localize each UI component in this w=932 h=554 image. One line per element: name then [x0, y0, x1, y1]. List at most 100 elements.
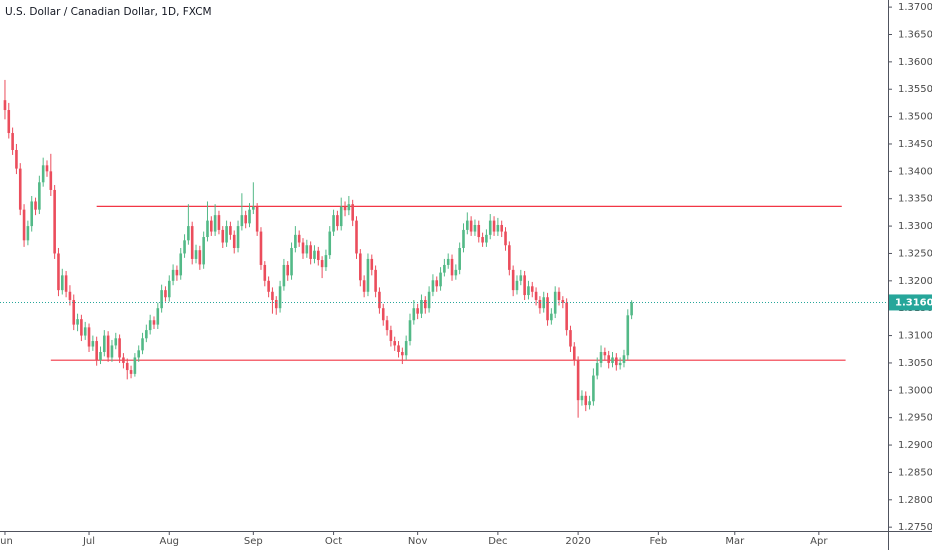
candle-body	[615, 357, 618, 366]
candle-body	[26, 226, 30, 241]
candle-body	[152, 320, 156, 325]
y-tick-label: 1.30500	[898, 358, 932, 369]
candle-body	[34, 201, 37, 210]
candle-body	[316, 250, 320, 261]
y-tick-label: 1.34500	[898, 139, 932, 150]
candle-body	[523, 275, 526, 296]
candle-body	[339, 206, 343, 227]
y-tick-label: 1.27500	[898, 522, 932, 533]
candle-body	[87, 327, 91, 347]
candle-body	[450, 258, 454, 276]
x-tick-label: Jul	[82, 536, 95, 547]
candle-body	[141, 338, 144, 351]
candle-body	[588, 401, 591, 406]
y-tick-label: 1.33500	[898, 194, 932, 205]
candle-body	[167, 280, 171, 298]
candle-body	[458, 247, 461, 270]
candle-body	[466, 220, 469, 230]
candle-body	[439, 272, 442, 287]
candle-body	[508, 245, 511, 270]
candle-body	[95, 341, 98, 361]
candle-body	[378, 291, 381, 309]
candle-body	[630, 302, 633, 316]
candle-body	[313, 250, 316, 259]
candle-body	[366, 258, 370, 292]
candle-body	[68, 291, 72, 300]
candle-body	[3, 100, 7, 111]
candle-body	[435, 280, 439, 287]
candle-body	[408, 320, 412, 342]
candle-body	[580, 395, 584, 401]
candle-body	[114, 338, 118, 346]
y-tick-label: 1.35500	[898, 84, 932, 95]
candle-body	[290, 247, 293, 276]
candle-body	[190, 226, 194, 259]
x-tick-label: Jun	[0, 536, 13, 547]
y-tick-label: 1.32500	[898, 248, 932, 259]
candle-body	[38, 182, 41, 210]
x-tick-label: Feb	[649, 536, 667, 547]
candle-body	[274, 299, 278, 309]
candle-body	[259, 231, 263, 265]
candle-body	[454, 269, 458, 276]
candle-body	[611, 357, 614, 363]
candle-body	[213, 215, 217, 232]
x-tick-label: Sep	[244, 536, 263, 547]
candle-body	[389, 330, 393, 342]
candle-body	[496, 224, 500, 232]
candle-body	[603, 351, 607, 356]
candle-body	[11, 133, 14, 150]
candle-body	[206, 220, 209, 238]
y-tick-label: 1.28500	[898, 467, 932, 478]
candle-body	[129, 370, 133, 374]
candle-body	[324, 255, 328, 268]
candle-body	[374, 269, 377, 292]
y-tick-label: 1.37000	[898, 2, 932, 13]
candle-body	[202, 237, 205, 265]
candle-body	[462, 229, 465, 248]
candle-body	[538, 299, 542, 309]
candle-body	[64, 275, 68, 292]
candle-body	[267, 280, 270, 292]
candle-body	[431, 280, 435, 292]
candle-body	[561, 299, 565, 303]
candle-body	[236, 226, 240, 248]
candle-body	[252, 206, 255, 210]
candle-body	[53, 189, 56, 254]
candle-body	[278, 286, 282, 309]
candle-body	[15, 149, 18, 169]
candle-body	[294, 234, 297, 248]
candle-body	[569, 330, 572, 347]
candle-body	[355, 220, 358, 254]
candle-body	[565, 302, 568, 331]
candle-body	[156, 308, 160, 325]
candle-body	[183, 240, 186, 254]
candle-body	[179, 253, 183, 276]
candle-body	[110, 345, 114, 358]
candle-body	[244, 215, 247, 224]
candle-body	[297, 234, 301, 243]
candle-body	[622, 355, 626, 363]
candle-body	[286, 264, 290, 276]
candle-body	[57, 253, 60, 291]
candle-body	[80, 319, 83, 336]
y-tick-label: 1.30000	[898, 385, 932, 396]
candle-body	[515, 280, 519, 291]
candle-body	[576, 360, 580, 401]
candle-body	[347, 204, 351, 211]
candle-body	[550, 313, 553, 321]
y-tick-label: 1.29000	[898, 440, 932, 451]
candle-body	[83, 327, 87, 336]
candle-body	[22, 209, 26, 241]
candle-body	[420, 299, 423, 314]
candle-body	[271, 291, 274, 300]
candle-body	[240, 215, 244, 227]
candle-body	[557, 291, 561, 300]
candle-body	[225, 226, 228, 243]
candle-body	[76, 319, 79, 325]
candle-body	[171, 269, 175, 281]
candle-body	[500, 224, 503, 232]
candle-body	[618, 362, 622, 366]
candle-body	[118, 338, 121, 358]
